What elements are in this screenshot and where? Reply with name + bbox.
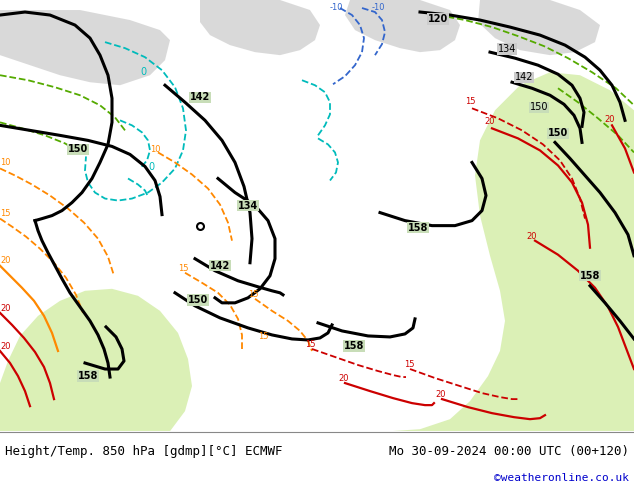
Polygon shape: [0, 10, 170, 85]
Text: -10: -10: [330, 3, 344, 12]
Text: 20: 20: [0, 342, 11, 351]
Text: 158: 158: [408, 222, 429, 233]
Text: 15: 15: [258, 332, 269, 341]
Text: 134: 134: [238, 200, 258, 211]
Polygon shape: [0, 289, 192, 431]
Text: ©weatheronline.co.uk: ©weatheronline.co.uk: [494, 473, 629, 483]
Text: 0: 0: [140, 67, 146, 77]
Text: 20: 20: [604, 115, 614, 124]
Text: 158: 158: [344, 341, 365, 351]
Polygon shape: [360, 72, 634, 431]
Text: 150: 150: [530, 102, 548, 112]
Text: 134: 134: [498, 44, 516, 54]
Text: 15: 15: [0, 209, 11, 218]
Text: 120: 120: [428, 14, 448, 24]
Text: 142: 142: [190, 92, 210, 102]
Text: 20: 20: [526, 232, 536, 241]
Text: 20: 20: [0, 256, 11, 265]
Text: Mo 30-09-2024 00:00 UTC (00+120): Mo 30-09-2024 00:00 UTC (00+120): [389, 445, 629, 458]
Text: 10: 10: [0, 158, 11, 168]
Text: -10: -10: [372, 3, 385, 12]
Text: 150: 150: [68, 145, 88, 154]
Text: 20: 20: [0, 304, 11, 313]
Polygon shape: [200, 0, 320, 55]
Text: 20: 20: [338, 374, 349, 383]
Text: 15: 15: [248, 290, 259, 299]
Text: 142: 142: [210, 261, 230, 271]
Text: 150: 150: [548, 128, 568, 138]
Text: 15: 15: [305, 340, 316, 349]
Text: 15: 15: [178, 264, 188, 273]
Polygon shape: [345, 0, 460, 52]
Text: 158: 158: [78, 371, 98, 381]
Text: 20: 20: [435, 390, 446, 399]
Text: 20: 20: [484, 117, 495, 126]
Text: 0: 0: [148, 163, 154, 172]
Text: 142: 142: [515, 72, 533, 82]
Text: 158: 158: [580, 271, 600, 281]
Text: 15: 15: [404, 360, 415, 369]
Polygon shape: [478, 0, 600, 55]
Text: 15: 15: [465, 98, 476, 106]
Text: 150: 150: [188, 295, 208, 305]
Text: 10: 10: [150, 146, 160, 154]
Text: Height/Temp. 850 hPa [gdmp][°C] ECMWF: Height/Temp. 850 hPa [gdmp][°C] ECMWF: [5, 445, 283, 458]
